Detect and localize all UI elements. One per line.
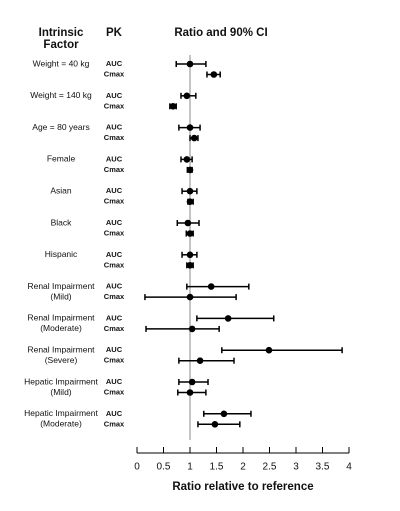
factor-label: (Mild)	[50, 387, 71, 397]
factor-label: Female	[47, 154, 76, 164]
point-estimate	[188, 378, 196, 386]
pk-label: AUC	[106, 218, 123, 227]
point-estimate	[169, 103, 177, 110]
point-estimate	[184, 219, 192, 227]
point-estimate	[186, 230, 194, 237]
point-estimate	[224, 315, 232, 322]
point-estimate	[186, 251, 194, 259]
factor-label: Hepatic Impairment	[24, 408, 98, 418]
pk-label: AUC	[106, 409, 123, 418]
point-estimate	[190, 134, 198, 142]
pk-label: Cmax	[104, 292, 125, 301]
pk-label: Cmax	[104, 419, 125, 428]
factor-label: (Mild)	[50, 291, 71, 301]
point-estimate	[186, 262, 194, 269]
point-estimate	[183, 92, 191, 100]
point-estimate	[186, 198, 194, 205]
point-estimate	[207, 283, 215, 290]
pk-label: AUC	[106, 186, 123, 195]
point-estimate	[210, 71, 218, 78]
factor-label: Hepatic Impairment	[24, 376, 98, 386]
pk-label: Cmax	[104, 260, 125, 269]
x-tick-label: 0	[134, 462, 140, 473]
factor-label: Renal Impairment	[27, 281, 95, 291]
pk-label: AUC	[106, 313, 123, 322]
factor-label: Weight = 140 kg	[30, 90, 92, 100]
pk-label: Cmax	[104, 356, 125, 365]
pk-label: AUC	[106, 59, 123, 68]
pk-header: PK	[106, 27, 123, 39]
x-tick-label: 3.5	[316, 462, 330, 473]
pk-label: AUC	[106, 250, 123, 259]
factor-label: Weight = 40 kg	[33, 58, 90, 68]
pk-label: Cmax	[104, 101, 125, 110]
x-tick-label: 4	[346, 462, 352, 473]
factor-header: Factor	[43, 39, 79, 51]
point-estimate	[265, 346, 273, 354]
chart-title: Ratio and 90% CI	[174, 27, 267, 39]
x-axis-title: Ratio relative to reference	[172, 481, 313, 493]
pk-label: AUC	[106, 91, 123, 100]
pk-label: AUC	[106, 377, 123, 386]
point-estimate	[183, 156, 191, 163]
x-tick-label: 2	[240, 462, 246, 473]
factor-label: Hispanic	[45, 249, 78, 259]
factor-label: Age = 80 years	[32, 122, 89, 132]
pk-label: Cmax	[104, 228, 125, 237]
pk-label: Cmax	[104, 387, 125, 396]
x-tick-label: 1	[187, 462, 193, 473]
point-estimate	[220, 410, 228, 418]
point-estimate	[186, 187, 194, 195]
point-estimate	[186, 293, 194, 301]
factor-label: (Severe)	[45, 355, 78, 365]
factor-label: (Moderate)	[40, 419, 82, 429]
factor-label: Black	[51, 217, 73, 227]
factor-label: Asian	[50, 185, 72, 195]
x-tick-label: 3	[293, 462, 299, 473]
x-tick-label: 0.5	[157, 462, 171, 473]
x-tick-label: 2.5	[263, 462, 277, 473]
point-estimate	[186, 166, 194, 174]
point-estimate	[186, 60, 194, 68]
pk-label: Cmax	[104, 165, 125, 174]
pk-label: AUC	[106, 282, 123, 291]
factor-label: Renal Impairment	[27, 313, 95, 323]
pk-label: Cmax	[104, 197, 125, 206]
pk-label: AUC	[106, 123, 123, 132]
factor-header: Intrinsic	[39, 27, 84, 39]
point-estimate	[186, 389, 194, 396]
factor-label: Renal Impairment	[27, 344, 95, 354]
pk-label: Cmax	[104, 133, 125, 142]
pk-label: Cmax	[104, 324, 125, 333]
factor-label: (Moderate)	[40, 323, 82, 333]
point-estimate	[188, 325, 196, 333]
point-estimate	[186, 124, 194, 131]
point-estimate	[211, 421, 219, 428]
x-tick-label: 1.5	[210, 462, 224, 473]
pk-label: AUC	[106, 345, 123, 354]
pk-label: AUC	[106, 154, 123, 163]
pk-label: Cmax	[104, 69, 125, 78]
point-estimate	[196, 357, 204, 365]
